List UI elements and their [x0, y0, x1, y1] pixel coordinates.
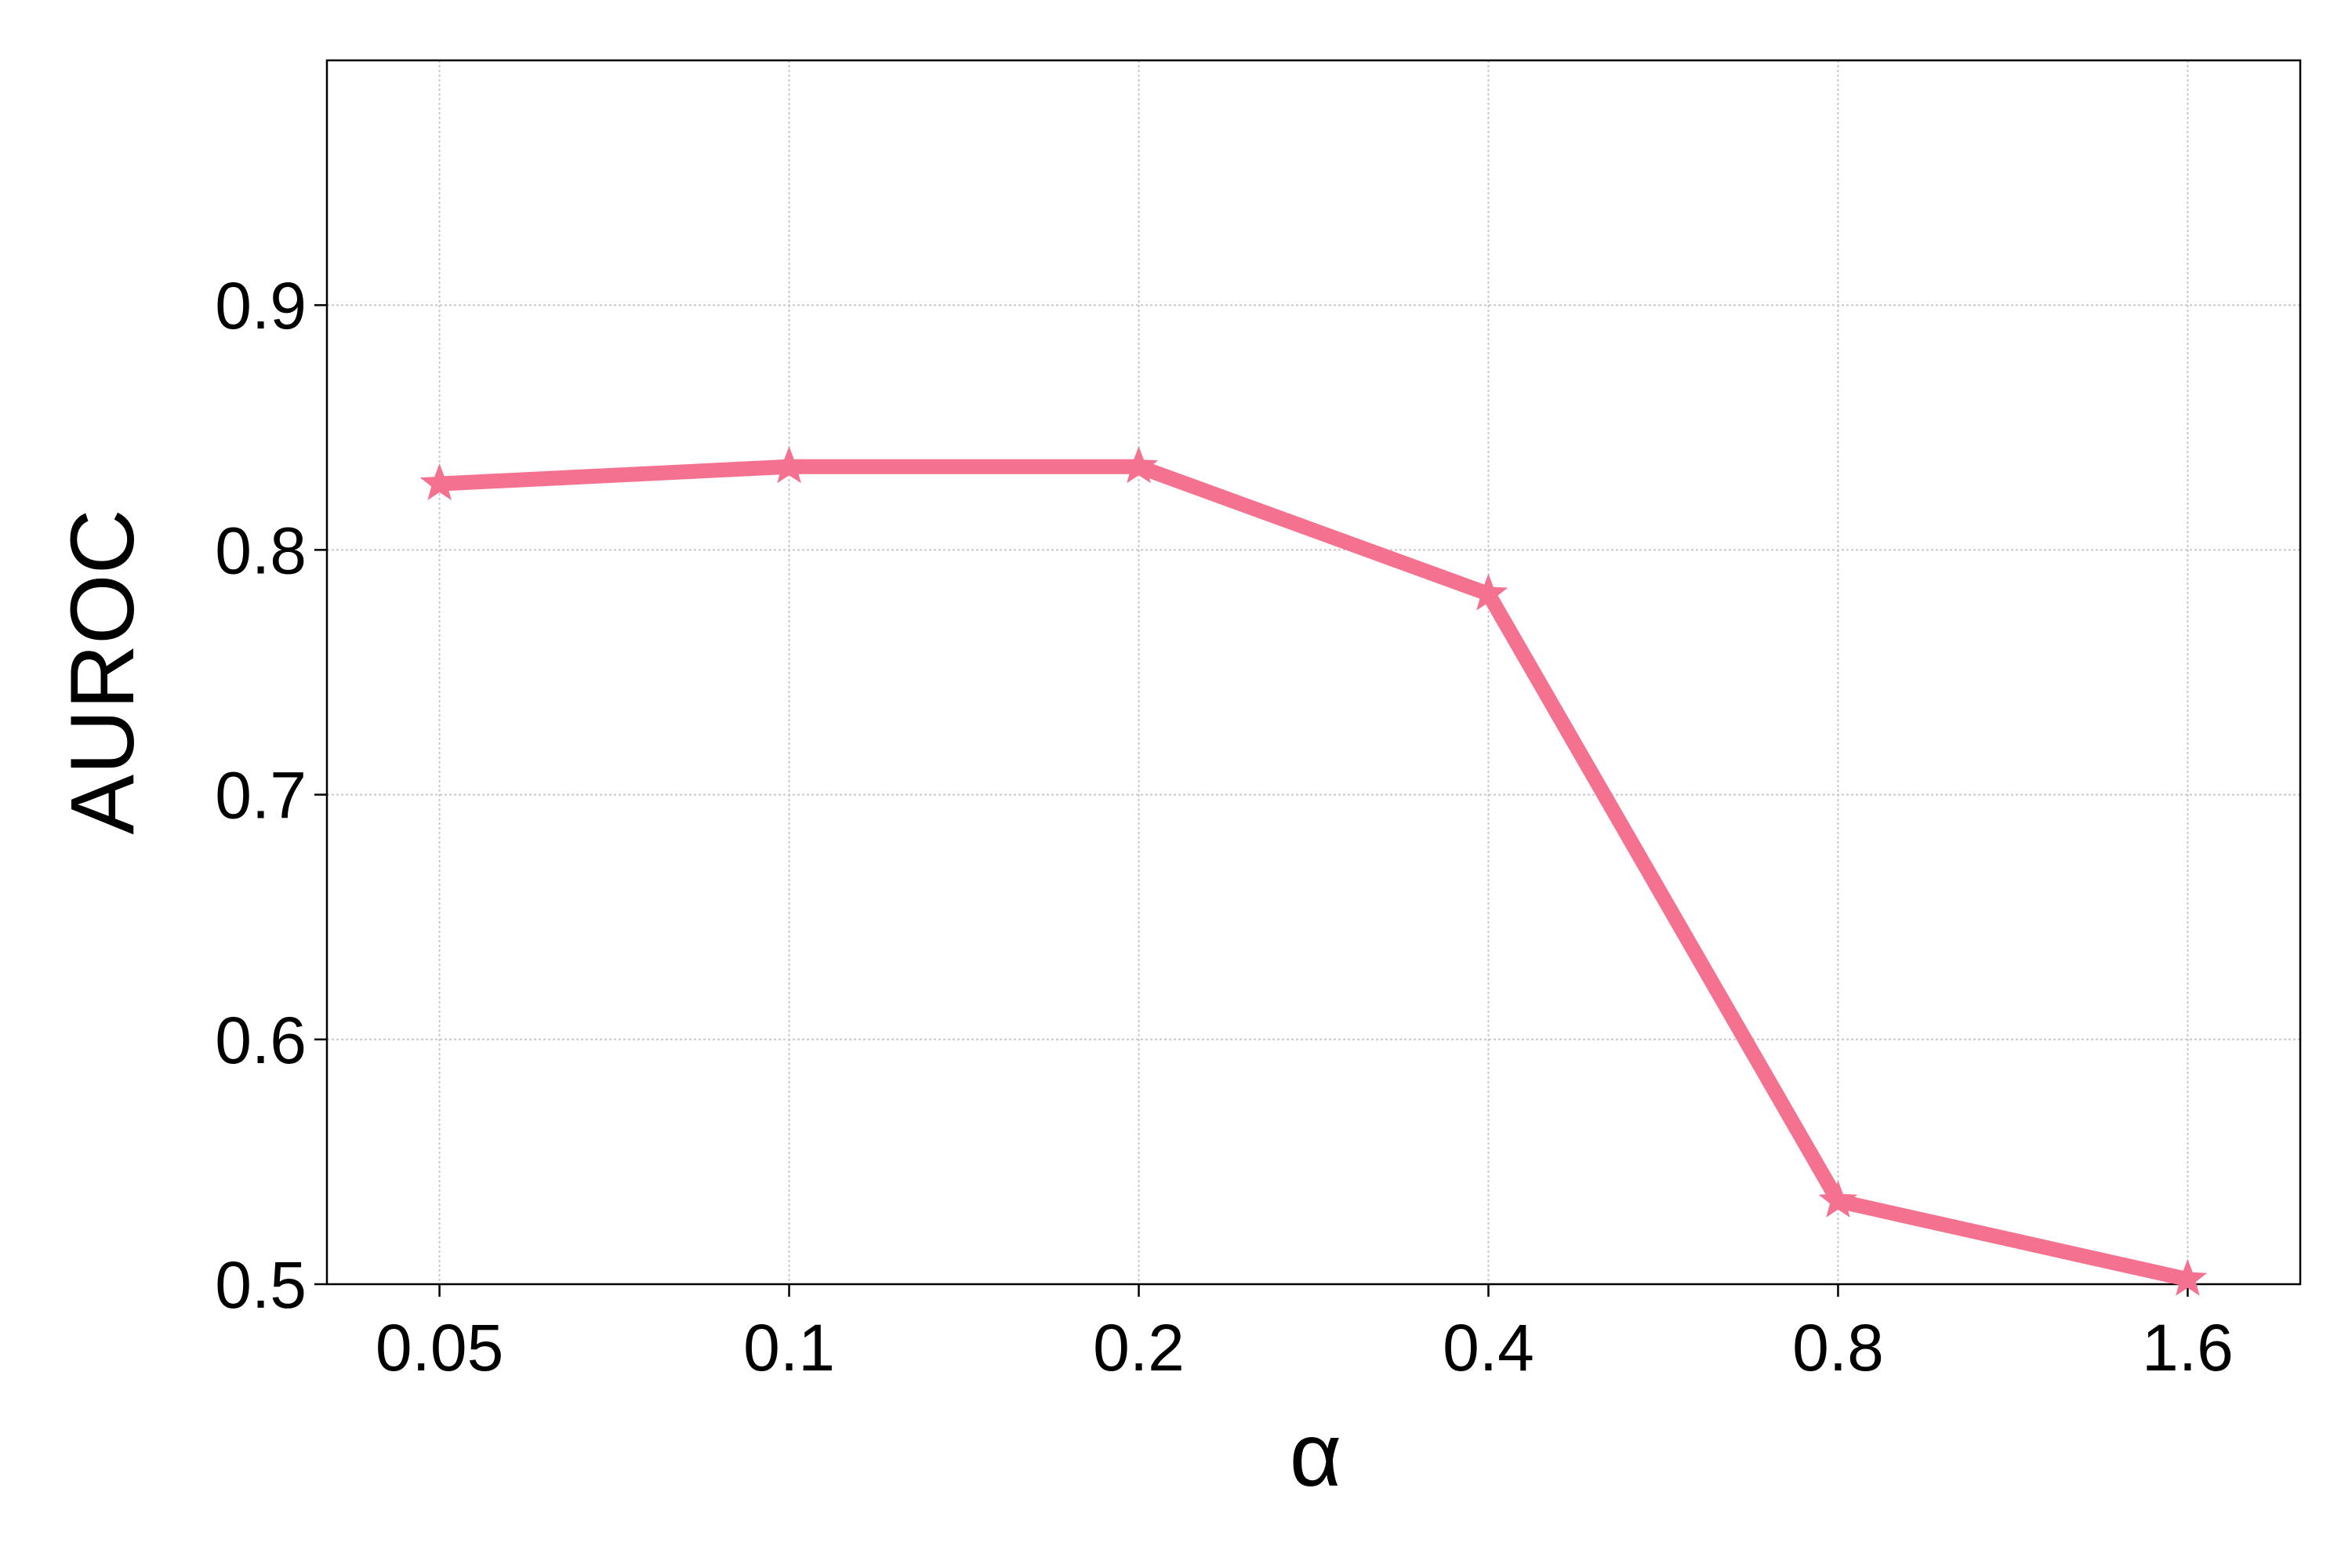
x-tick-label: 0.05	[376, 1311, 504, 1385]
y-tick-label: 0.9	[215, 269, 307, 343]
y-tick-label: 0.7	[215, 759, 307, 833]
x-tick-label: 0.2	[1093, 1311, 1185, 1385]
y-tick-label: 0.5	[215, 1248, 307, 1322]
data-point	[419, 463, 459, 501]
data-line	[439, 459, 2190, 1287]
x-tick-label: 0.1	[743, 1311, 835, 1385]
y-tick-label: 0.6	[215, 1004, 307, 1077]
data-point	[2168, 1258, 2208, 1296]
data-point	[1818, 1180, 1858, 1218]
x-tick-label: 0.8	[1792, 1311, 1884, 1385]
x-axis-label: α	[1290, 1405, 1341, 1505]
plot-frame	[325, 59, 2302, 1286]
data-point	[1119, 446, 1159, 484]
data-point	[769, 446, 809, 484]
data-point	[1468, 573, 1508, 611]
x-tick-label: 0.4	[1443, 1311, 1534, 1385]
y-tick-label: 0.8	[215, 514, 307, 587]
y-axis-label: AUROC	[53, 509, 153, 834]
x-tick-label: 1.6	[2142, 1311, 2234, 1385]
